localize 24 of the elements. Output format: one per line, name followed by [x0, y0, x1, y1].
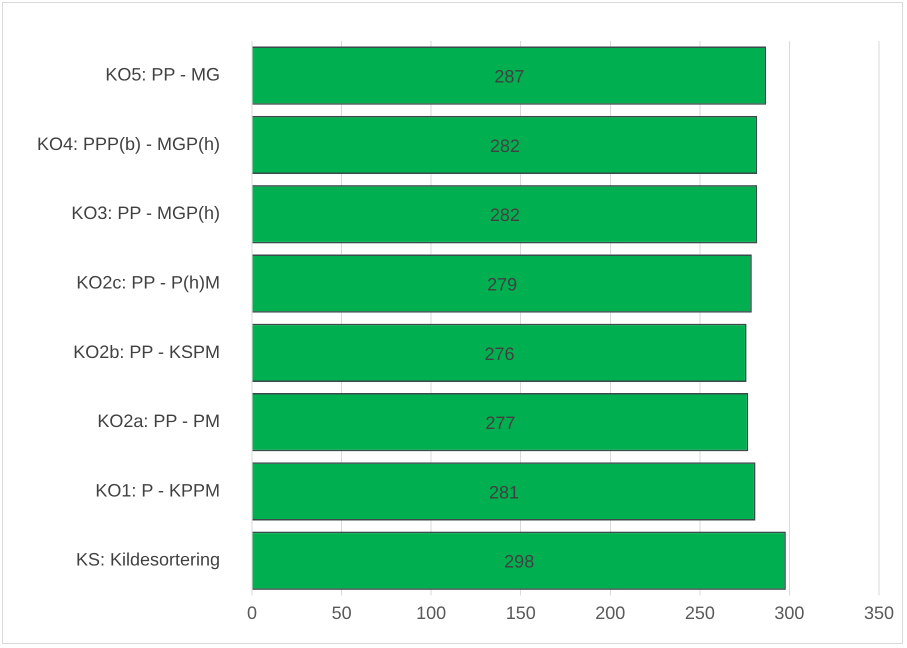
x-tick-label: 0 — [247, 603, 258, 624]
data-label: 282 — [490, 136, 520, 156]
data-label: 298 — [504, 552, 534, 572]
y-tick-label: KS: Kildesortering — [76, 550, 220, 570]
x-tick-label: 50 — [332, 603, 352, 624]
y-tick-label: KO2c: PP - P(h)M — [76, 272, 220, 293]
data-label: 287 — [494, 66, 524, 87]
x-tick-label: 250 — [684, 603, 715, 624]
data-label: 282 — [490, 205, 520, 226]
data-label: 281 — [488, 482, 519, 502]
y-tick-label: KO4: PPP(b) - MGP(h) — [36, 134, 220, 154]
x-tick-label: 150 — [506, 603, 536, 624]
y-tick-label: KO5: PP - MG — [105, 64, 220, 85]
data-label: 276 — [484, 344, 515, 364]
x-tick-label: 300 — [774, 603, 804, 624]
data-label: 277 — [485, 413, 516, 434]
x-tick-label: 200 — [595, 603, 626, 624]
data-label: 279 — [487, 274, 518, 295]
x-tick-label: 350 — [864, 603, 894, 624]
y-tick-label: KO2b: PP - KSPM — [73, 342, 220, 362]
x-tick-label: 100 — [416, 603, 446, 624]
y-tick-label: KO2a: PP - PM — [97, 411, 220, 432]
y-tick-label: KO3: PP - MGP(h) — [71, 203, 220, 224]
y-tick-label: KO1: P - KPPM — [95, 480, 220, 500]
